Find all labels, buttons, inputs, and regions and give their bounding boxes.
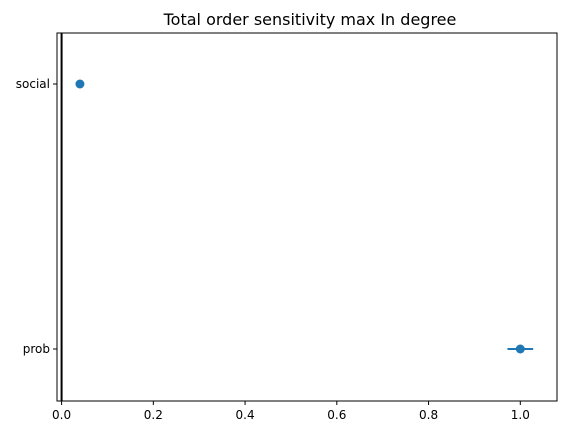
chart-title: Total order sensitivity max In degree bbox=[163, 10, 457, 29]
y-tick-label: social bbox=[16, 77, 50, 91]
y-tick-label: prob bbox=[23, 342, 50, 356]
data-point-social bbox=[75, 79, 85, 89]
x-axis: 0.0 0.2 0.4 0.6 0.8 1.0 bbox=[52, 401, 530, 422]
x-tick-label: 0.6 bbox=[327, 408, 346, 422]
data-point-prob bbox=[515, 344, 525, 354]
x-tick-label: 0.0 bbox=[52, 408, 71, 422]
x-tick-label: 0.8 bbox=[419, 408, 438, 422]
data-marks bbox=[60, 33, 534, 401]
x-tick-label: 0.2 bbox=[144, 408, 163, 422]
x-tick-label: 1.0 bbox=[511, 408, 530, 422]
y-axis: social prob bbox=[16, 77, 57, 356]
plot-area bbox=[56, 32, 558, 402]
x-tick-label: 0.4 bbox=[236, 408, 255, 422]
